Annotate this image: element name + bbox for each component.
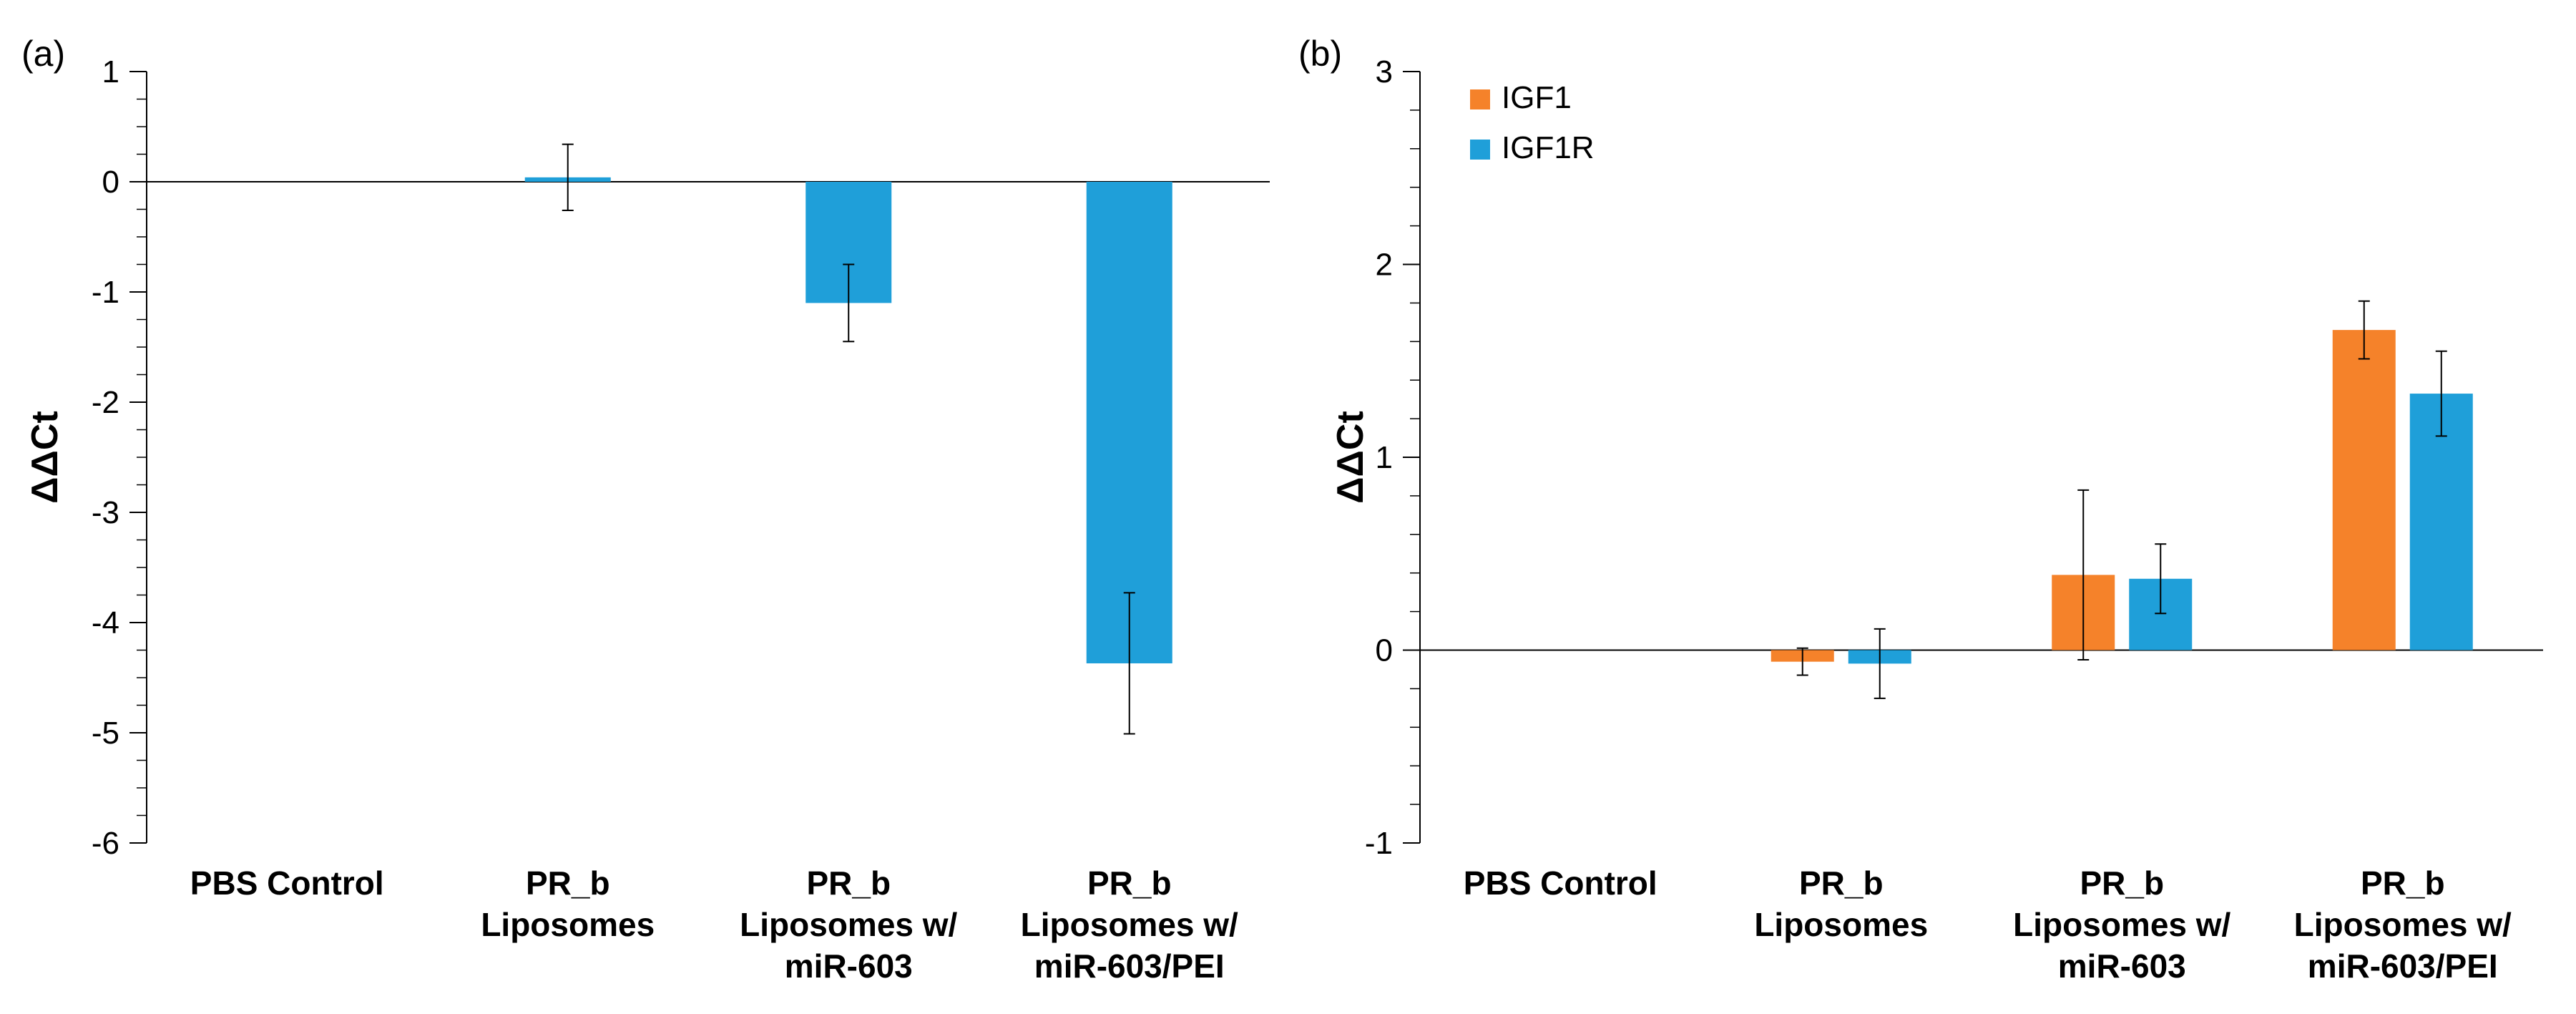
category-label: PR_b: [2361, 864, 2445, 902]
category-label: Liposomes: [1754, 906, 1928, 943]
y-tick-label: 0: [1376, 633, 1393, 668]
y-tick-label: -1: [92, 275, 119, 310]
bar: [2332, 330, 2396, 650]
y-tick-label: 1: [1376, 440, 1393, 475]
category-label: PR_b: [1087, 864, 1172, 902]
legend-swatch: [1470, 89, 1490, 109]
y-tick-label: 1: [102, 54, 119, 89]
legend-label: IGF1: [1502, 80, 1572, 115]
category-label: Liposomes w/: [1021, 906, 1238, 943]
category-label: Liposomes: [481, 906, 655, 943]
legend-label: IGF1R: [1502, 130, 1595, 165]
panel-a: (a) 1 0 -1 -2 -3 -4 -5 -6 ΔΔCt PBS Control PR_b Lipo…: [21, 34, 1270, 985]
category-label: PR_b: [2080, 864, 2164, 902]
panel-label: (a): [21, 34, 65, 74]
y-tick-label: -1: [1365, 826, 1393, 861]
category-label: PR_b: [806, 864, 891, 902]
bar: [1086, 182, 1172, 663]
category-label: Liposomes w/: [2294, 906, 2512, 943]
y-tick-label: 3: [1376, 54, 1393, 89]
category-label: PR_b: [1799, 864, 1884, 902]
category-label: PBS Control: [190, 864, 384, 902]
y-tick-label: -4: [92, 605, 119, 640]
panel-b: (b) 3 2 1 0 -1 ΔΔCt PBS Control PR_b Liposomes PR_…: [1298, 34, 2543, 985]
y-tick-label: 2: [1376, 248, 1393, 283]
category-label: miR-603/PEI: [1034, 947, 1225, 985]
category-label: PR_b: [526, 864, 610, 902]
y-tick-label: -2: [92, 385, 119, 420]
category-label: Liposomes w/: [740, 906, 957, 943]
y-tick-label: -5: [92, 716, 119, 751]
y-tick-label: 0: [102, 165, 119, 200]
category-label: Liposomes w/: [2013, 906, 2230, 943]
legend-swatch: [1470, 140, 1490, 160]
category-label: miR-603: [785, 947, 913, 985]
category-label: PBS Control: [1464, 864, 1657, 902]
category-label: miR-603: [2058, 947, 2186, 985]
y-tick-label: -6: [92, 826, 119, 861]
y-axis-label: ΔΔCt: [24, 411, 66, 504]
y-tick-label: -3: [92, 495, 119, 530]
panel-label: (b): [1298, 34, 1342, 74]
category-label: miR-603/PEI: [2308, 947, 2498, 985]
y-axis-label: ΔΔCt: [1330, 411, 1371, 504]
